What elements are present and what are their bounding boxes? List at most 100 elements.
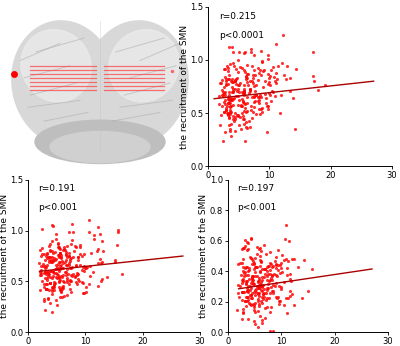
Point — [268, 284, 274, 290]
Point — [264, 287, 270, 292]
Point — [64, 279, 70, 285]
Point — [257, 264, 263, 269]
Point — [114, 243, 120, 248]
Point — [222, 102, 228, 107]
Point — [228, 103, 234, 109]
Point — [58, 294, 65, 299]
Point — [264, 264, 270, 270]
Point — [258, 73, 264, 78]
Point — [70, 229, 76, 234]
Point — [255, 285, 262, 291]
Point — [241, 90, 247, 95]
Point — [96, 256, 103, 262]
Point — [42, 270, 48, 275]
Point — [44, 251, 50, 256]
Point — [219, 88, 225, 93]
Point — [248, 278, 255, 284]
Point — [270, 290, 277, 296]
Point — [287, 75, 294, 81]
Point — [237, 260, 243, 266]
Point — [235, 261, 242, 267]
Point — [39, 226, 46, 232]
Text: p<0.001: p<0.001 — [38, 203, 78, 212]
Point — [232, 93, 239, 99]
Point — [95, 284, 101, 289]
Point — [261, 316, 268, 321]
Point — [285, 258, 292, 264]
Point — [264, 273, 270, 279]
Ellipse shape — [21, 29, 91, 102]
Point — [215, 93, 222, 98]
Point — [91, 237, 97, 242]
Point — [59, 285, 66, 291]
Point — [264, 268, 270, 274]
Point — [58, 262, 64, 268]
Point — [271, 74, 277, 80]
Point — [218, 80, 224, 85]
X-axis label: originality scores: originality scores — [261, 183, 339, 192]
Point — [268, 261, 274, 266]
Point — [314, 87, 321, 93]
Point — [70, 248, 77, 253]
Point — [222, 108, 229, 113]
Point — [242, 299, 248, 304]
Point — [95, 224, 101, 229]
Point — [58, 288, 64, 293]
Point — [50, 223, 56, 229]
Point — [248, 46, 254, 52]
Point — [57, 287, 64, 292]
Point — [60, 283, 66, 289]
Point — [249, 94, 255, 99]
Point — [245, 290, 252, 295]
Point — [75, 272, 82, 277]
Point — [36, 273, 43, 278]
Point — [252, 98, 258, 103]
Point — [68, 241, 74, 247]
Point — [56, 252, 62, 257]
Point — [228, 134, 234, 139]
Point — [252, 269, 258, 275]
Point — [264, 263, 271, 269]
Point — [259, 60, 265, 65]
Point — [77, 251, 83, 256]
Point — [227, 98, 233, 103]
Point — [235, 86, 241, 92]
Point — [272, 80, 279, 86]
Point — [66, 265, 73, 271]
Point — [254, 244, 260, 249]
Point — [255, 77, 261, 82]
Point — [264, 277, 270, 283]
Point — [251, 261, 258, 266]
Point — [256, 275, 262, 281]
Point — [67, 286, 73, 291]
Point — [42, 269, 48, 275]
Point — [262, 306, 268, 311]
Point — [42, 263, 48, 269]
Point — [240, 98, 246, 104]
Point — [77, 244, 83, 249]
Text: r=0.191: r=0.191 — [38, 184, 76, 193]
Point — [229, 89, 236, 94]
Point — [44, 269, 50, 274]
Point — [91, 232, 97, 237]
Point — [260, 286, 267, 292]
Point — [48, 286, 55, 292]
Point — [256, 290, 262, 295]
Point — [47, 242, 54, 247]
Point — [224, 111, 231, 117]
Point — [75, 255, 81, 260]
Point — [256, 100, 262, 106]
Point — [260, 292, 266, 297]
Point — [238, 103, 244, 109]
Point — [248, 49, 255, 55]
Point — [247, 254, 253, 260]
Point — [251, 307, 258, 312]
Point — [252, 82, 259, 87]
Point — [57, 251, 64, 256]
Point — [68, 265, 75, 270]
Point — [242, 69, 249, 75]
Point — [238, 126, 244, 131]
Point — [256, 285, 262, 291]
Point — [270, 264, 276, 269]
Point — [252, 292, 258, 298]
